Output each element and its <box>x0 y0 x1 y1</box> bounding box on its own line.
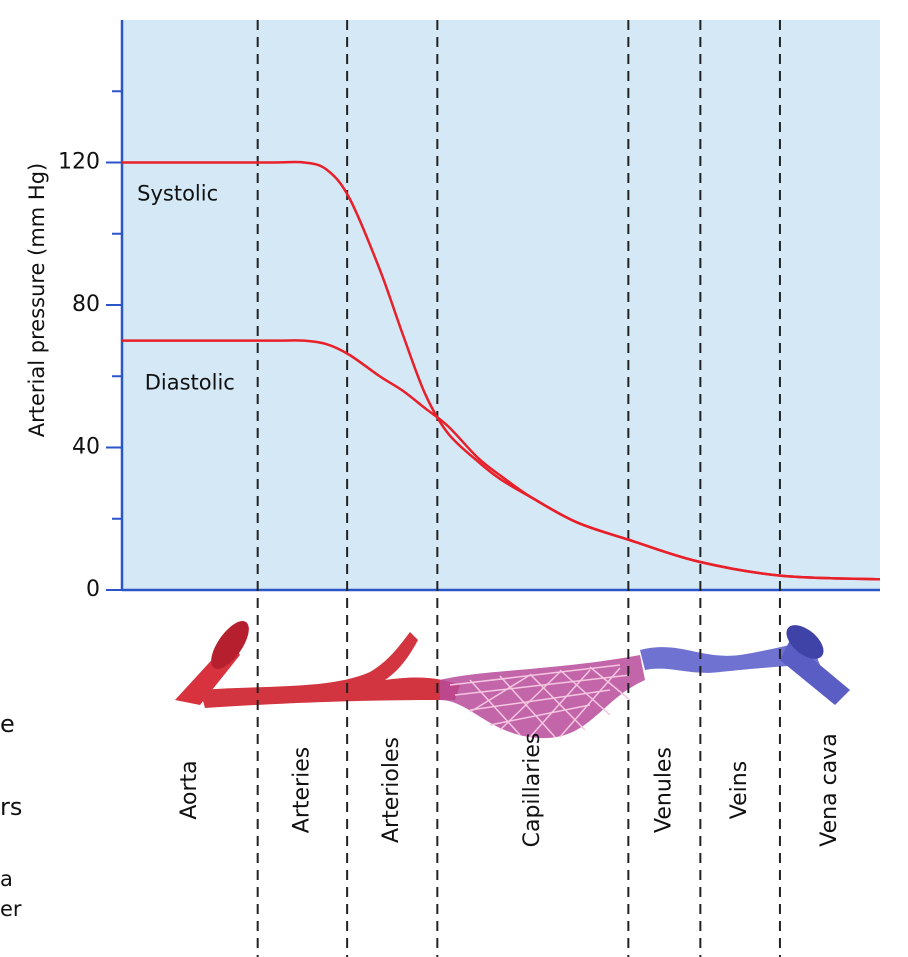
series-label: Systolic <box>137 182 218 206</box>
capillary-mesh <box>449 664 631 738</box>
region-label: Vena cava <box>817 733 842 846</box>
series-line <box>121 339 881 581</box>
vena-cava-opening <box>786 625 824 659</box>
aorta-opening <box>211 621 249 669</box>
artery-drawing <box>200 632 460 708</box>
region-label: Arterioles <box>379 737 404 843</box>
series-label: Diastolic <box>145 370 235 394</box>
region-label: Veins <box>727 761 752 819</box>
page-fragment: e <box>0 710 15 738</box>
vessel-illustration <box>175 621 850 739</box>
capillary-bed <box>440 655 645 739</box>
page-fragment: rs <box>0 793 22 821</box>
y-tick-label: 40 <box>72 435 100 460</box>
y-axis-label: Arterial pressure (mm Hg) <box>25 163 49 437</box>
vein-drawing <box>640 640 820 673</box>
region-label: Capillaries <box>520 733 545 848</box>
y-tick-label: 120 <box>58 150 100 175</box>
plot-area <box>122 20 880 590</box>
region-label: Aorta <box>177 760 202 819</box>
vena-cava-drawing <box>780 640 850 705</box>
page-fragment: er <box>0 897 22 921</box>
page-fragment: a <box>0 867 13 891</box>
region-label: Venules <box>651 747 676 833</box>
y-tick-label: 0 <box>86 577 100 602</box>
y-tick-label: 80 <box>72 292 100 317</box>
region-label: Arteries <box>289 747 314 833</box>
